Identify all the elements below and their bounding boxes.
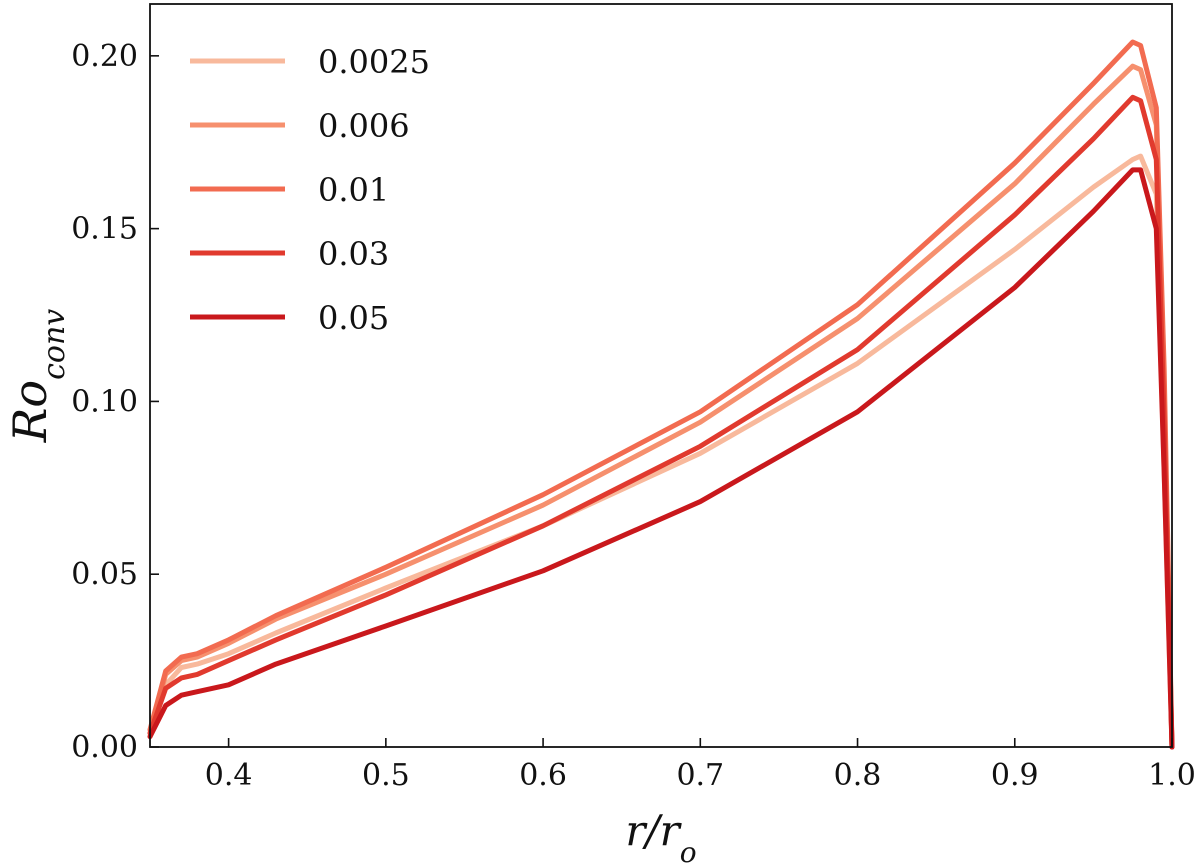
y-tick-label: 0.00 xyxy=(71,730,138,765)
series-line-0.01 xyxy=(147,39,1175,750)
axis-ticks: 0.4 0.5 0.6 0.7 0.8 0.9 1.0 0.00 0.05 0.10 0.15 0.2… xyxy=(71,39,1196,793)
x-axis-label: r/ro xyxy=(625,806,696,863)
legend: 0.0025 0.006 0.01 0.03 0.05 xyxy=(190,43,430,337)
plot-area xyxy=(147,39,1175,750)
x-tick-label: 0.6 xyxy=(519,758,567,793)
y-tick-label: 0.20 xyxy=(71,39,138,74)
y-tick-label: 0.10 xyxy=(71,384,138,419)
y-tick-label: 0.05 xyxy=(71,557,138,592)
legend-label-0.0025: 0.0025 xyxy=(318,43,430,81)
x-tick-label: 0.9 xyxy=(991,758,1039,793)
plot-frame xyxy=(149,3,1173,748)
legend-label-0.03: 0.03 xyxy=(318,235,389,273)
y-axis-label-sub: conv xyxy=(37,309,72,380)
series-line-0.0025 xyxy=(147,153,1175,750)
series-line-0.006 xyxy=(147,63,1175,750)
y-tick-label: 0.15 xyxy=(71,212,138,247)
x-tick-label: 0.8 xyxy=(834,758,882,793)
legend-label-0.006: 0.006 xyxy=(318,107,410,145)
series-line-0.05 xyxy=(147,167,1175,750)
legend-label-0.01: 0.01 xyxy=(318,171,389,209)
x-tick-label: 0.7 xyxy=(676,758,724,793)
x-axis-label-sub: o xyxy=(680,836,697,863)
x-tick-label: 1.0 xyxy=(1148,758,1196,793)
x-tick-label: 0.4 xyxy=(205,758,253,793)
x-axis-label-main: r/r xyxy=(625,806,682,855)
y-axis-label-main: Ro xyxy=(3,380,57,443)
legend-label-0.05: 0.05 xyxy=(318,299,389,337)
y-axis-label: Roconv xyxy=(3,309,72,444)
x-tick-label: 0.5 xyxy=(362,758,410,793)
series-line-0.03 xyxy=(147,94,1175,750)
